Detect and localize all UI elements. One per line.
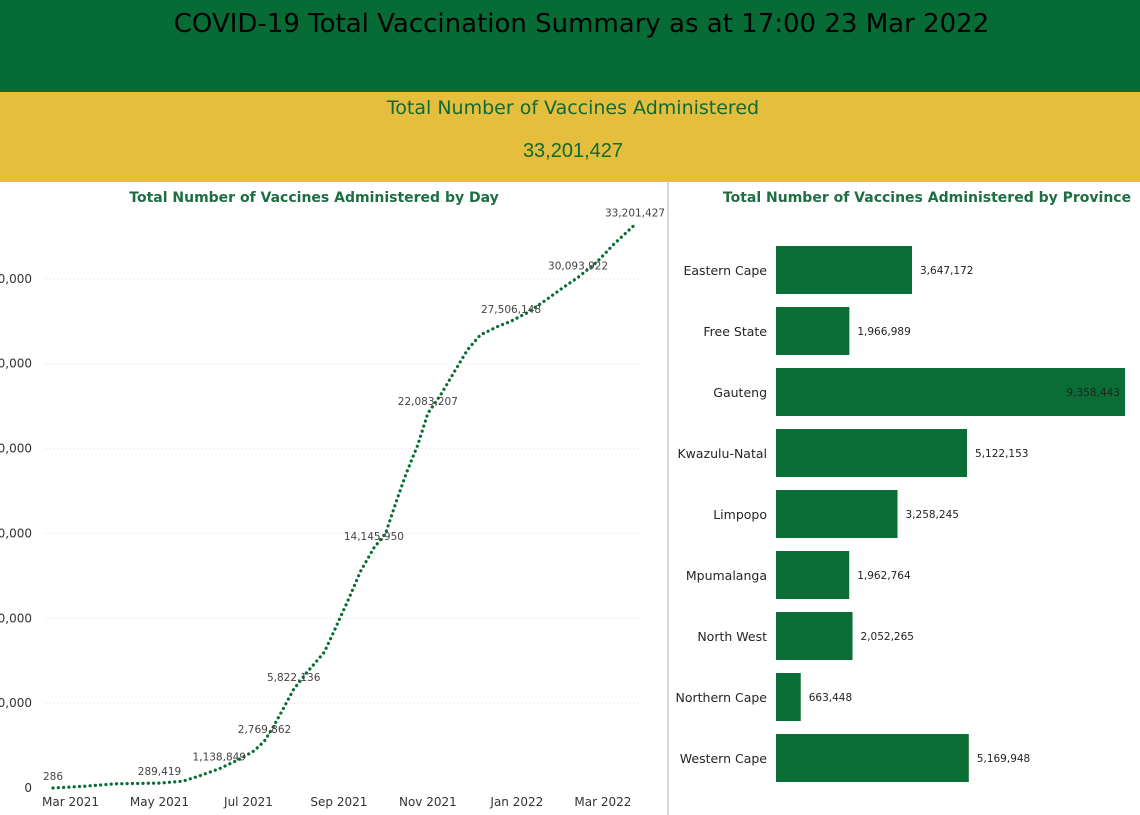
category-label-kwazulu-natal: Kwazulu-Natal [677, 446, 767, 461]
category-label-gauteng: Gauteng [713, 385, 767, 400]
y-tick-label: 0,000 [0, 611, 32, 625]
bar-gauteng [776, 368, 1125, 416]
x-tick-label: Jan 2022 [489, 795, 543, 809]
x-tick-label: Sep 2021 [310, 795, 367, 809]
bar-limpopo [776, 490, 898, 538]
data-label: 2,769,862 [238, 724, 291, 736]
data-label: 22,083,207 [398, 396, 458, 408]
bar-value-label-western-cape: 5,169,948 [977, 753, 1030, 765]
bar-value-label-mpumalanga: 1,962,764 [857, 570, 911, 582]
x-tick-label: May 2021 [130, 795, 189, 809]
line-chart-x-ticks: Mar 2021 May 2021 Jul 2021 Sep 2021 Nov 2021… [42, 795, 631, 809]
data-label: 14,145,950 [344, 531, 404, 543]
vaccination-line [51, 222, 637, 790]
kpi-value: 33,201,427 [522, 140, 624, 162]
bar-value-label-northern-cape: 663,448 [809, 692, 852, 704]
bar-value-label-kwazulu-natal: 5,122,153 [975, 448, 1028, 460]
y-tick-label: 0,000 [0, 272, 32, 286]
panel-divider [667, 182, 669, 815]
line-chart-data-labels: 286 289,419 1,138,849 2,769,862 5,822,136 14,… [43, 208, 665, 783]
category-label-north-west: North West [697, 629, 767, 644]
bar-north-west [776, 612, 853, 660]
bar-value-label-free-state: 1,966,989 [857, 326, 910, 338]
line-chart-y-ticks: 0 0,000 0,000 0,000 0,000 0,000 0,000 [0, 272, 32, 795]
data-label: 33,201,427 [605, 208, 665, 220]
page-title: COVID-19 Total Vaccination Summary as at… [173, 9, 990, 39]
line-chart-gridlines [46, 278, 640, 704]
category-label-northern-cape: Northern Cape [676, 690, 768, 705]
bar-northern-cape [776, 673, 801, 721]
bar-value-label-eastern-cape: 3,647,172 [920, 265, 973, 277]
bar-western-cape [776, 734, 969, 782]
y-tick-label: 0,000 [0, 442, 32, 456]
bar-chart-bars: Eastern Cape 3,647,172 Free State 1,966,989… [676, 246, 1125, 782]
x-tick-label: Jul 2021 [223, 795, 273, 809]
data-label: 286 [43, 771, 63, 783]
bar-value-label-limpopo: 3,258,245 [906, 509, 959, 521]
x-tick-label: Mar 2022 [574, 795, 631, 809]
line-chart: Total Number of Vaccines Administered by… [0, 190, 665, 809]
category-label-free-state: Free State [703, 324, 767, 339]
bar-chart-title: Total Number of Vaccines Administered by… [723, 190, 1131, 206]
bar-eastern-cape [776, 246, 913, 294]
data-label: 27,506,148 [481, 304, 541, 316]
bar-value-label-gauteng: 9,358,443 [1067, 387, 1120, 399]
y-tick-label: 0,000 [0, 696, 32, 710]
line-chart-series [51, 222, 637, 790]
bar-mpumalanga [776, 551, 850, 599]
header-bar [0, 0, 1140, 92]
bar-chart: Total Number of Vaccines Administered by… [676, 190, 1131, 782]
data-label: 289,419 [138, 766, 181, 778]
y-tick-label: 0,000 [0, 526, 32, 540]
bar-value-label-north-west: 2,052,265 [861, 631, 914, 643]
data-label: 30,093,922 [548, 260, 608, 272]
line-chart-title: Total Number of Vaccines Administered by… [129, 190, 498, 206]
category-label-mpumalanga: Mpumalanga [686, 568, 767, 583]
category-label-eastern-cape: Eastern Cape [684, 263, 768, 278]
bar-free-state [776, 307, 850, 355]
data-label: 1,138,849 [193, 752, 246, 764]
x-tick-label: Nov 2021 [399, 795, 457, 809]
y-tick-label: 0 [24, 781, 32, 795]
kpi-title: Total Number of Vaccines Administered [386, 97, 760, 119]
kpi-card [0, 92, 1140, 182]
x-tick-label: Mar 2021 [42, 795, 99, 809]
bar-kwazulu-natal [776, 429, 968, 477]
y-tick-label: 0,000 [0, 357, 32, 371]
data-label: 5,822,136 [267, 672, 321, 684]
category-label-limpopo: Limpopo [713, 507, 767, 522]
category-label-western-cape: Western Cape [680, 751, 768, 766]
